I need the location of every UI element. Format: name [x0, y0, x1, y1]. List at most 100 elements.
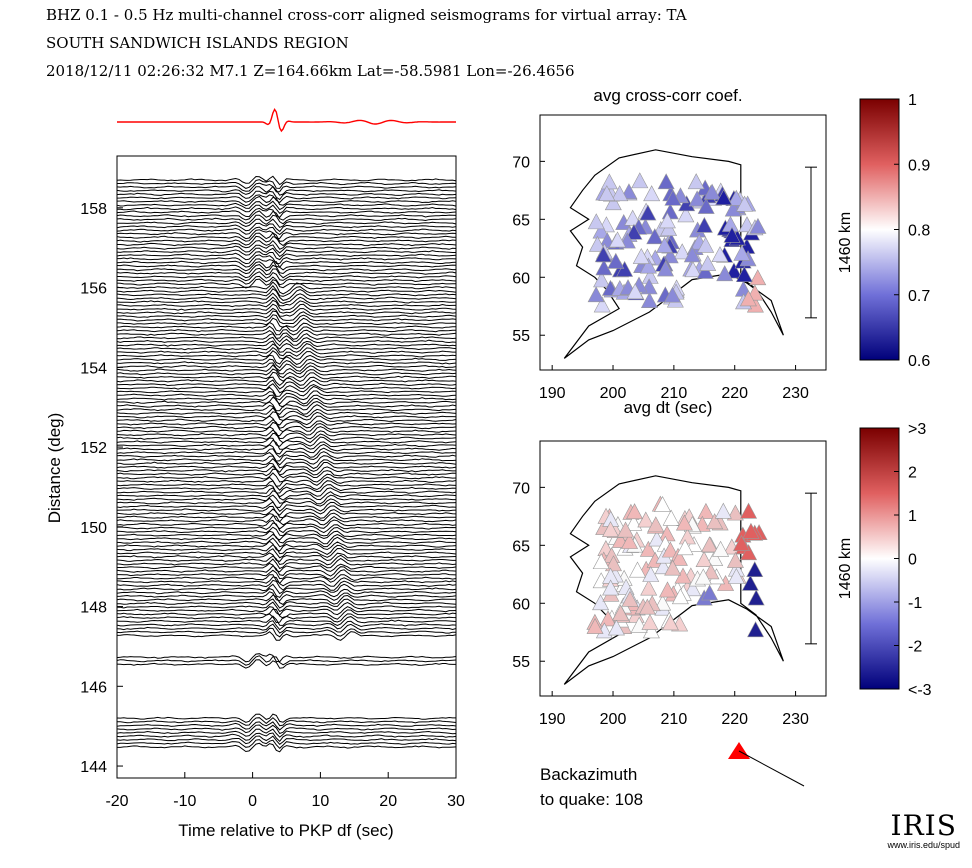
- station-marker: [699, 254, 717, 271]
- station-marker: [639, 257, 657, 274]
- map-y-tick-label: 60: [512, 270, 530, 287]
- seismogram-trace: [116, 623, 457, 634]
- colorbar-tick-label: -2: [908, 639, 922, 656]
- station-marker: [621, 590, 639, 607]
- seismogram-trace: [116, 362, 457, 372]
- seismogram-trace: [116, 358, 457, 369]
- seismogram-trace: [116, 364, 457, 375]
- station-marker: [736, 195, 754, 212]
- colorbar-tick-label: >3: [908, 421, 926, 438]
- station-marker: [600, 173, 618, 190]
- station-marker: [626, 283, 644, 300]
- station-marker: [621, 532, 639, 549]
- station-marker: [739, 290, 757, 307]
- x-tick-label: 10: [312, 793, 330, 810]
- seismogram-y-axis-label: Distance (deg): [45, 413, 64, 524]
- seismogram-trace: [116, 214, 457, 225]
- station-marker: [676, 539, 694, 556]
- seismogram-trace: [116, 653, 457, 663]
- station-marker: [747, 621, 765, 638]
- station-marker: [671, 588, 689, 605]
- seismogram-trace: [116, 583, 457, 595]
- station-marker: [727, 189, 745, 206]
- station-marker: [642, 565, 660, 582]
- seismogram-trace: [116, 505, 457, 516]
- station-marker: [626, 503, 644, 520]
- seismogram-trace: [116, 421, 457, 433]
- station-marker: [706, 513, 724, 530]
- station-marker: [602, 521, 620, 538]
- station-marker: [599, 610, 617, 627]
- station-marker: [656, 236, 674, 253]
- seismogram-trace: [117, 317, 457, 329]
- seismogram-trace: [116, 588, 456, 599]
- map-y-tick-label: 65: [512, 538, 530, 555]
- colorbar-tick-label: <-3: [908, 682, 932, 699]
- seismogram-trace: [116, 620, 457, 631]
- y-tick-label: 154: [80, 360, 107, 377]
- scale-bar-label: 1460 km: [837, 538, 854, 599]
- station-marker: [726, 504, 744, 521]
- station-marker: [654, 495, 672, 512]
- seismogram-trace: [116, 251, 457, 261]
- map-y-tick-label: 55: [512, 654, 530, 671]
- map-x-tick-label: 200: [600, 711, 627, 728]
- station-marker: [642, 622, 660, 639]
- title-line-2: SOUTH SANDWICH ISLANDS REGION: [46, 34, 349, 52]
- seismogram-trace: [116, 447, 457, 458]
- y-tick-label: 146: [80, 679, 107, 696]
- seismogram-trace: [117, 390, 457, 401]
- station-marker: [640, 292, 658, 308]
- seismogram-trace: [116, 267, 457, 279]
- station-marker: [674, 567, 692, 584]
- seismogram-trace: [117, 562, 457, 573]
- seismogram-trace: [116, 451, 457, 462]
- map-y-tick-label: 65: [512, 212, 530, 229]
- station-marker: [639, 540, 657, 557]
- seismogram-trace: [116, 436, 457, 447]
- seismogram-trace: [116, 735, 457, 745]
- station-marker: [658, 212, 676, 229]
- station-marker: [638, 598, 656, 615]
- seismogram-trace: [116, 554, 456, 566]
- seismogram-trace: [117, 340, 457, 350]
- seismogram-trace: [116, 404, 457, 416]
- seismogram-trace: [116, 426, 457, 437]
- seismogram-trace: [116, 465, 456, 476]
- station-marker: [715, 189, 733, 206]
- seismogram-trace: [116, 598, 457, 609]
- seismogram-trace: [116, 497, 457, 509]
- station-marker: [724, 200, 742, 217]
- station-marker: [658, 581, 676, 598]
- seismogram-trace: [116, 264, 456, 275]
- station-marker: [661, 203, 679, 220]
- colorbar-1: [859, 98, 900, 361]
- seismogram-trace: [116, 314, 457, 325]
- station-marker: [586, 617, 604, 634]
- station-marker: [749, 269, 767, 286]
- station-marker: [742, 522, 760, 539]
- seismogram-trace: [116, 307, 457, 317]
- seismogram-trace: [116, 288, 457, 301]
- map-axes-frame: [539, 114, 827, 371]
- station-marker: [714, 502, 732, 519]
- seismogram-trace: [116, 613, 457, 624]
- seismogram-trace: [116, 552, 457, 562]
- map-x-tick-label: 210: [661, 711, 688, 728]
- seismogram-trace: [116, 457, 457, 470]
- seismogram-trace: [116, 494, 456, 505]
- station-marker: [602, 579, 620, 596]
- seismogram-trace: [116, 501, 457, 513]
- stacked-trace: [117, 107, 456, 133]
- colorbar-tick-label: 0.6: [908, 353, 930, 370]
- station-marker: [740, 544, 758, 561]
- seismogram-trace: [116, 739, 457, 750]
- map-x-tick-label: 230: [782, 385, 809, 402]
- colorbar-tick-label: -1: [908, 595, 922, 612]
- seismogram-trace: [117, 271, 457, 282]
- station-marker: [732, 535, 750, 551]
- iris-logo: IRIS www.iris.edu/spud: [887, 812, 960, 851]
- seismogram-trace: [117, 303, 457, 314]
- seismogram-trace: [116, 576, 457, 587]
